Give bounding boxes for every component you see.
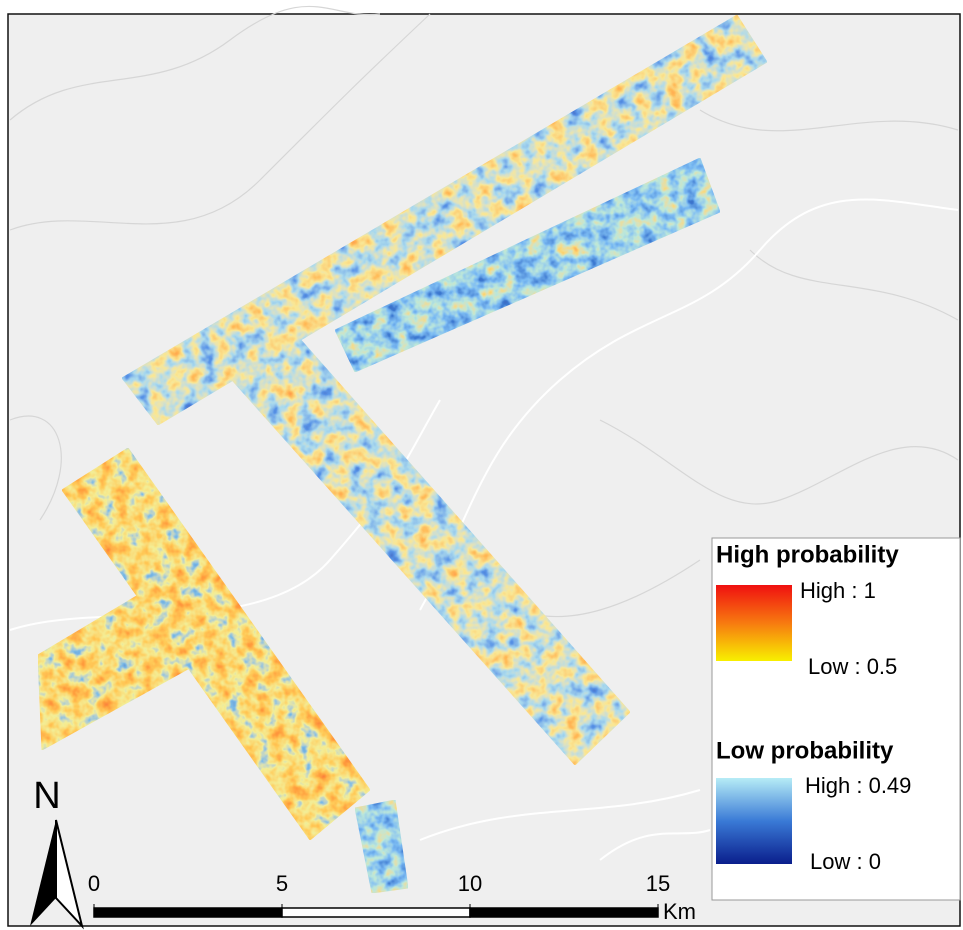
- arrow-half: [30, 820, 56, 926]
- scale-bar: 0 5 10 15 Km: [88, 871, 696, 924]
- north-label: N: [33, 775, 60, 817]
- legend-title: High probability: [716, 541, 899, 568]
- legend-label: Low : 0.5: [808, 654, 897, 679]
- scale-segment: [469, 907, 659, 918]
- scale-unit: Km: [663, 899, 696, 924]
- scale-label: 10: [458, 871, 482, 896]
- arrow-half: [55, 819, 84, 930]
- scale-label: 15: [646, 871, 670, 896]
- scale-label: 5: [276, 871, 288, 896]
- north-arrow: N: [30, 775, 84, 930]
- probability-raster: [37, 14, 768, 894]
- scale-segment: [281, 907, 471, 918]
- raster-strip: [334, 157, 721, 373]
- legend-label: High : 0.49: [805, 773, 911, 798]
- legend-title: Low probability: [716, 737, 894, 764]
- legend-label: Low : 0: [810, 849, 881, 874]
- raster-strip: [354, 799, 409, 894]
- legend-ramp: [716, 778, 792, 864]
- scale-label: 0: [88, 871, 100, 896]
- scale-segment: [93, 907, 283, 918]
- raster-strip: [121, 14, 768, 426]
- raster-strip: [61, 447, 371, 841]
- legend: High probability High : 1 Low : 0.5 Low …: [711, 537, 961, 901]
- raster-strip: [231, 329, 631, 766]
- raster-strip: [37, 587, 196, 751]
- legend-ramp: [716, 585, 792, 661]
- legend-label: High : 1: [800, 578, 876, 603]
